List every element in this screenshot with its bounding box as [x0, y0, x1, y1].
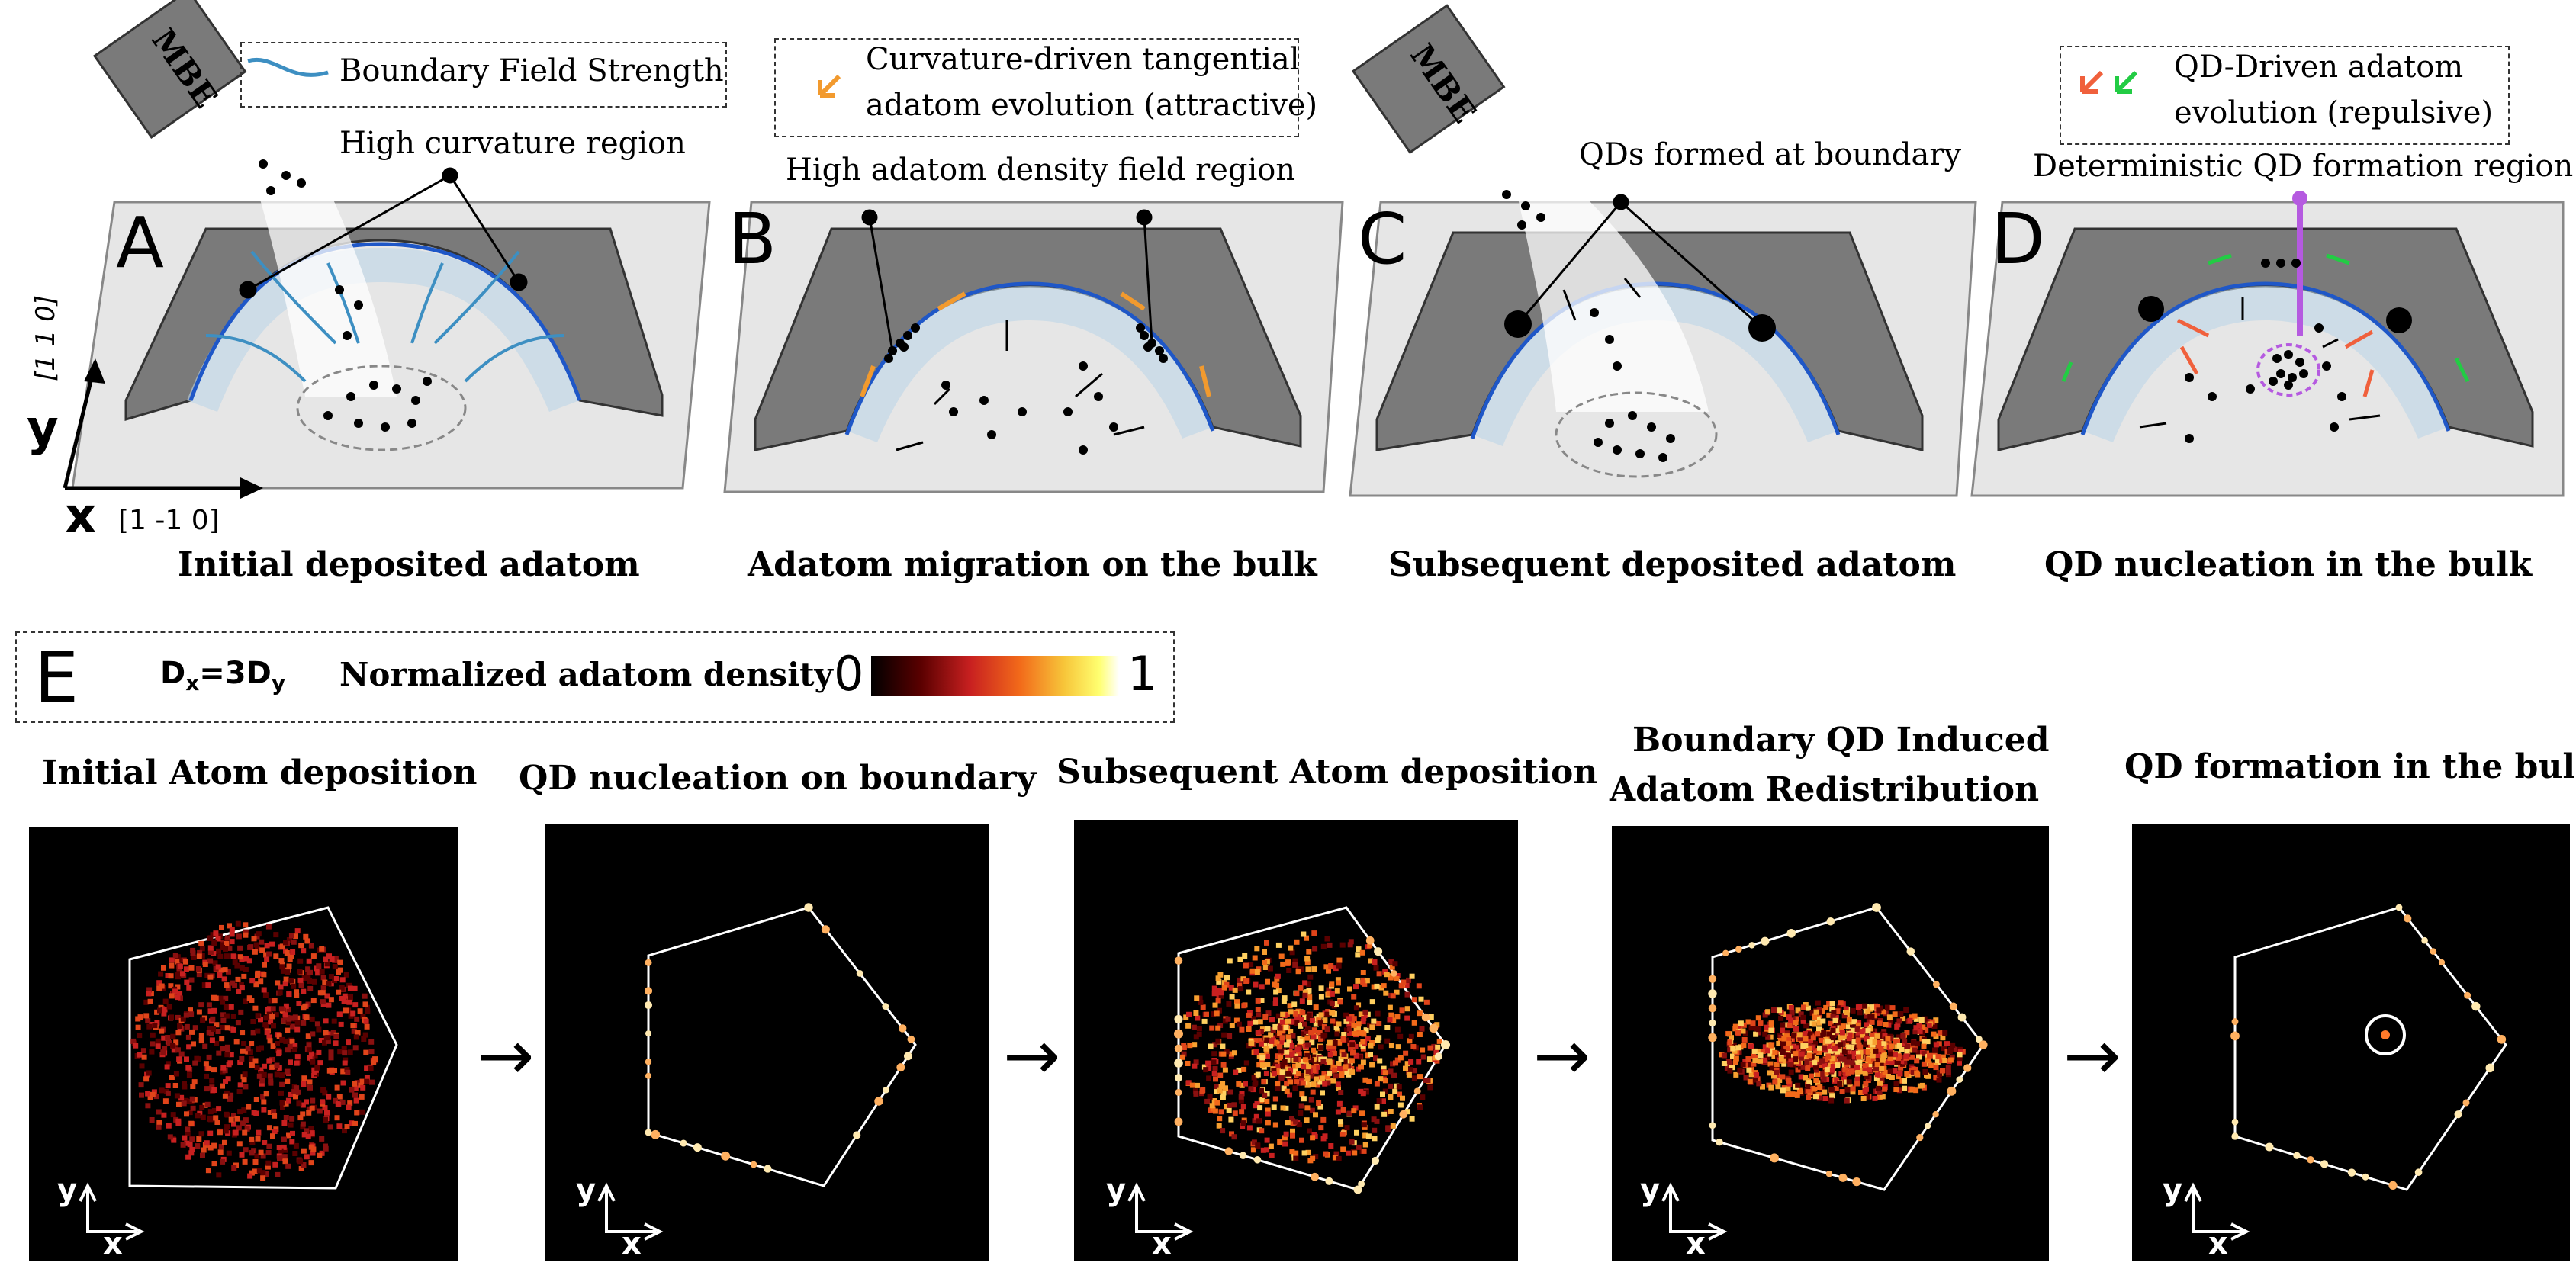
- mbe-source: [1351, 4, 1506, 154]
- sim-panel-1: [29, 827, 458, 1261]
- boundary-qd: [1504, 310, 1532, 338]
- section-e-letter: E: [34, 637, 79, 718]
- sim-y-label-1: y: [57, 1173, 78, 1208]
- mbe-beam: [1518, 198, 1709, 412]
- callout-lines: [1516, 194, 1763, 329]
- top-illustrations: [63, 0, 2565, 499]
- sim-panel-5: [2132, 824, 2570, 1261]
- legend-box-d: [2060, 46, 2510, 145]
- sim-panel-4: [1612, 826, 2049, 1261]
- sim-title-2: QD nucleation on boundary: [519, 759, 1037, 798]
- sim-x-label-4: x: [1686, 1226, 1706, 1261]
- sim-title-4b: Adatom Redistribution: [1610, 770, 2040, 809]
- panel-a-scene: [71, 0, 711, 490]
- deposition-ellipse: [296, 365, 467, 451]
- sim-panel-2: [545, 824, 989, 1261]
- legend-a-text: Boundary Field Strength: [339, 53, 724, 88]
- legend-box-a: [240, 42, 727, 108]
- sim-x-label-2: x: [622, 1226, 642, 1261]
- sim-x-label-1: x: [103, 1226, 123, 1261]
- caption-a: Initial deposited adatom: [178, 545, 640, 584]
- colorbar: [871, 656, 1119, 696]
- caption-d: QD nucleation in the bulk: [2044, 545, 2533, 584]
- boundary-field-glow: [847, 286, 1213, 442]
- arrow-1: →: [477, 1016, 535, 1096]
- adatom-dots: [2185, 259, 2346, 443]
- curved-boundary-edge: [2080, 281, 2451, 435]
- mbe-source: [92, 0, 247, 139]
- bulk-qd-atoms: [2269, 350, 2308, 390]
- callout-lines: [239, 167, 528, 299]
- sim-panel-3: [1074, 820, 1518, 1261]
- sim-x-label-3: x: [1152, 1226, 1172, 1261]
- panel-b-scene: [723, 74, 1344, 493]
- boundary-qd: [1748, 314, 1776, 342]
- caption-b: Adatom migration on the bulk: [748, 545, 1317, 584]
- motion-arrows: [2139, 297, 2381, 429]
- arrow-3: →: [1533, 1016, 1591, 1096]
- callout-a: High curvature region: [339, 126, 686, 161]
- legend-b-line1: Curvature-driven tangential: [866, 42, 1300, 77]
- panel-c-letter: C: [1358, 198, 1407, 280]
- caption-c: Subsequent deposited adatom: [1388, 545, 1957, 584]
- tangential-arrows: [860, 291, 1211, 398]
- sim-title-5: QD formation in the bulk: [2124, 747, 2576, 786]
- qd-formation-region: [2256, 343, 2320, 397]
- legend-box-b: [774, 38, 1299, 137]
- colorbar-min: 0: [834, 646, 864, 702]
- repulsive-arrows: [2176, 318, 2375, 397]
- x-axis-label: x: [65, 488, 97, 545]
- legend-d-line1: QD-Driven adatom: [2174, 50, 2464, 85]
- adatom-dots: [259, 159, 432, 432]
- motion-arrows: [896, 320, 1145, 451]
- section-e-box: [15, 631, 1175, 723]
- boundary-qd: [2386, 307, 2412, 333]
- callout-b: High adatom density field region: [786, 153, 1296, 188]
- boundary-field-glow: [2082, 286, 2449, 442]
- colorbar-label: Normalized adatom density: [339, 656, 833, 693]
- panel-d-letter: D: [1991, 198, 2045, 280]
- sim-title-1: Initial Atom deposition: [42, 753, 478, 792]
- green-arrows: [2061, 253, 2470, 383]
- y-direction-label: [1 1 0]: [31, 294, 61, 381]
- panel-d-scene: [1970, 70, 2565, 497]
- deposition-ellipse: [1555, 391, 1718, 478]
- legend-d-line2: evolution (repulsive): [2174, 95, 2494, 130]
- boundary-qd: [2138, 296, 2164, 322]
- sim-title-4a: Boundary QD Induced: [1632, 721, 2050, 760]
- mbe-beam: [252, 172, 397, 397]
- colorbar-max: 1: [1127, 646, 1158, 702]
- adatom-dots: [1502, 190, 1675, 462]
- arrow-4: →: [2063, 1016, 2121, 1096]
- sim-title-3: Subsequent Atom deposition: [1056, 753, 1598, 792]
- legend-b-line2: adatom evolution (attractive): [866, 88, 1318, 123]
- sim-y-label-4: y: [1640, 1173, 1661, 1208]
- arrow-2: →: [1003, 1016, 1061, 1096]
- panel-b-letter: B: [728, 198, 777, 280]
- curved-boundary-edge: [188, 242, 582, 401]
- panel-a-letter: A: [116, 202, 164, 284]
- sim-y-label-3: y: [1106, 1173, 1127, 1208]
- x-direction-label: [1 -1 0]: [118, 505, 220, 536]
- sim-x-label-5: x: [2208, 1226, 2228, 1261]
- legend-wave-icon: [247, 57, 329, 77]
- sim-y-label-2: y: [576, 1173, 597, 1208]
- panel-c-scene: [1349, 4, 1977, 497]
- diffusion-ratio: Dx=3Dy: [160, 656, 286, 696]
- callout-d: Deterministic QD formation region: [2033, 149, 2574, 184]
- motion-arrows: [1562, 278, 1642, 321]
- legend-arrows: [2080, 70, 2138, 94]
- sim-y-label-5: y: [2163, 1173, 2183, 1208]
- adatom-dots: [884, 323, 1168, 455]
- callout-c: QDs formed at boundary: [1579, 137, 1962, 172]
- crystal-axes: [63, 358, 263, 499]
- callout-lines: [861, 209, 1153, 352]
- y-axis-label: y: [27, 400, 59, 457]
- legend-orange-arrow: [818, 74, 841, 98]
